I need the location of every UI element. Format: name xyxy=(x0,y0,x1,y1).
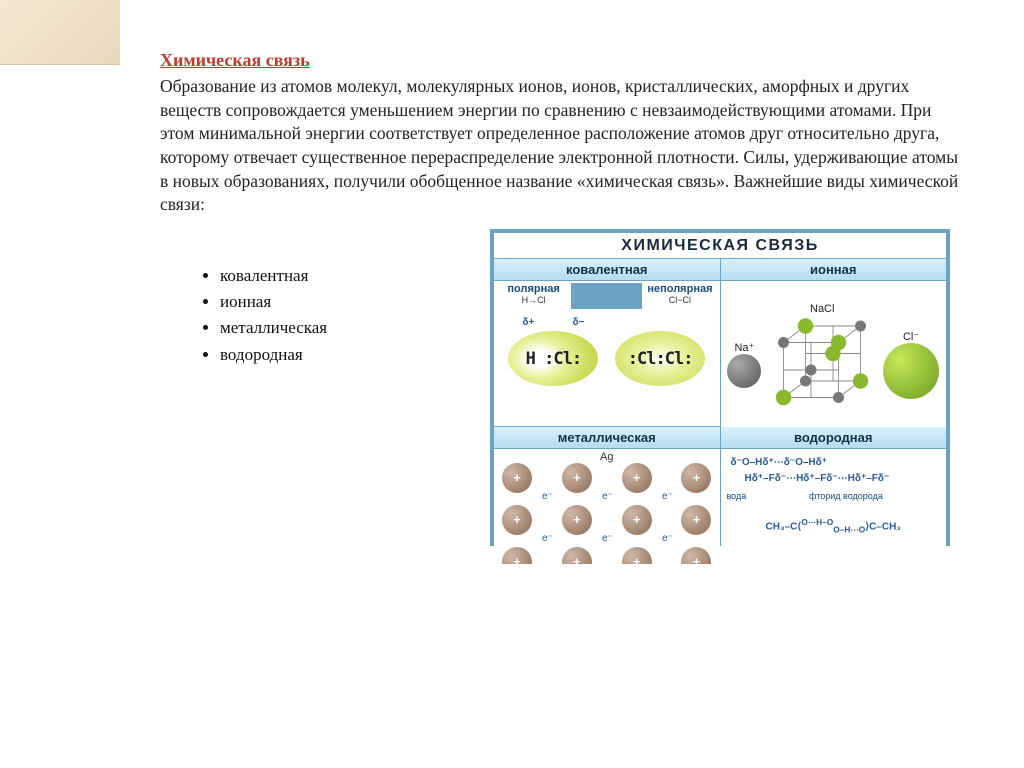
metal-atom-icon: + xyxy=(622,505,652,535)
metal-atom-icon: + xyxy=(562,463,592,493)
diagram-row-1: ковалентная полярная H→Cl неполярная Cl−… xyxy=(494,258,946,426)
definition-paragraph: Образование из атомов молекул, молекуляр… xyxy=(160,75,964,217)
metal-atom-icon: + xyxy=(502,463,532,493)
metal-grid: + + + + + + + + xyxy=(502,463,712,558)
page-title: Химическая связь xyxy=(160,50,964,71)
electron-label: e⁻ xyxy=(602,491,613,502)
water-molecules: δ⁻O–Hδ⁺⋯δ⁻O–Hδ⁺ Hδ⁺–Fδ⁻⋯Hδ⁺–Fδ⁻⋯Hδ⁺–Fδ⁻ xyxy=(727,455,941,487)
covalent-body: полярная H→Cl неполярная Cl−Cl H :C xyxy=(494,281,720,426)
list-item: металлическая xyxy=(220,315,460,341)
metal-atom-icon: + xyxy=(681,547,711,564)
na-sphere-icon xyxy=(727,354,761,388)
hydrogen-body: δ⁻O–Hδ⁺⋯δ⁻O–Hδ⁺ Hδ⁺–Fδ⁻⋯Hδ⁺–Fδ⁻⋯Hδ⁺–Fδ⁻ … xyxy=(721,449,947,564)
nacl-label: NaCl xyxy=(767,303,877,315)
hf-label: фторид водорода xyxy=(809,491,883,501)
element-label: Ag xyxy=(494,451,720,463)
cl-ion: Cl⁻ xyxy=(883,330,939,399)
covalent-header: ковалентная xyxy=(494,259,720,281)
metal-atom-icon: + xyxy=(502,547,532,564)
metallic-body: Ag + + + + + + + xyxy=(494,449,720,564)
list-item: водородная xyxy=(220,342,460,368)
covalent-cell: ковалентная полярная H→Cl неполярная Cl−… xyxy=(494,259,721,426)
list-item: ковалентная xyxy=(220,263,460,289)
metal-atom-icon: + xyxy=(622,463,652,493)
covalent-sublabels: полярная H→Cl неполярная Cl−Cl xyxy=(494,281,720,309)
metal-atom-icon: + xyxy=(681,463,711,493)
ionic-header: ионная xyxy=(721,259,947,281)
na-label: Na⁺ xyxy=(727,341,761,354)
electron-label: e⁻ xyxy=(662,491,673,502)
hydrogen-cell: водородная δ⁻O–Hδ⁺⋯δ⁻O–Hδ⁺ Hδ⁺–Fδ⁻⋯Hδ⁺–F… xyxy=(721,427,947,542)
metal-atom-icon: + xyxy=(681,505,711,535)
na-ion: Na⁺ xyxy=(727,341,761,388)
cl-sphere-icon xyxy=(883,343,939,399)
electron-label: e⁻ xyxy=(602,533,613,544)
list-item: ионная xyxy=(220,289,460,315)
metal-atom-icon: + xyxy=(502,505,532,535)
metal-atom-icon: + xyxy=(562,505,592,535)
slide-corner-accent xyxy=(0,0,120,65)
diagram-title: ХИМИЧЕСКАЯ СВЯЗЬ xyxy=(494,233,946,258)
acid-dimer: CH₃–C⟨O⋯H–OO–H⋯O⟩C–CH₃ xyxy=(727,515,941,536)
nonpolar-lewis: :Cl:Cl: xyxy=(628,349,693,369)
lewis-structures: H :Cl: :Cl:Cl: xyxy=(494,309,720,409)
nonpolar-blob: :Cl:Cl: xyxy=(615,331,705,386)
polar-blob: H :Cl: xyxy=(508,331,598,386)
ionic-cell: ионная Na⁺ NaCl xyxy=(721,259,947,426)
polar-label: полярная H→Cl xyxy=(498,283,569,309)
metallic-cell: металлическая Ag + + + + + xyxy=(494,427,721,542)
cl-label: Cl⁻ xyxy=(883,330,939,343)
water-label: вода xyxy=(727,491,747,501)
divider xyxy=(571,283,642,309)
nacl-lattice: NaCl xyxy=(767,303,877,425)
slide-content: Химическая связь Образование из атомов м… xyxy=(0,0,1024,566)
metal-atom-icon: + xyxy=(622,547,652,564)
lower-section: ковалентная ионная металлическая водород… xyxy=(160,229,964,546)
metal-atom-icon: + xyxy=(562,547,592,564)
polar-lewis: H :Cl: xyxy=(526,349,581,369)
ionic-body: Na⁺ NaCl xyxy=(721,281,947,448)
electron-label: e⁻ xyxy=(662,533,673,544)
electron-label: e⁻ xyxy=(542,491,553,502)
hydrogen-header: водородная xyxy=(721,427,947,449)
lattice-icon xyxy=(767,315,877,425)
metallic-header: металлическая xyxy=(494,427,720,449)
labels-row: вода фторид водорода xyxy=(727,491,941,503)
nonpolar-label: неполярная Cl−Cl xyxy=(644,283,715,309)
electron-label: e⁻ xyxy=(542,533,553,544)
diagram-row-2: металлическая Ag + + + + + xyxy=(494,426,946,542)
bond-diagram: ХИМИЧЕСКАЯ СВЯЗЬ ковалентная полярная H→… xyxy=(490,229,950,546)
bond-type-list: ковалентная ионная металлическая водород… xyxy=(160,229,460,368)
